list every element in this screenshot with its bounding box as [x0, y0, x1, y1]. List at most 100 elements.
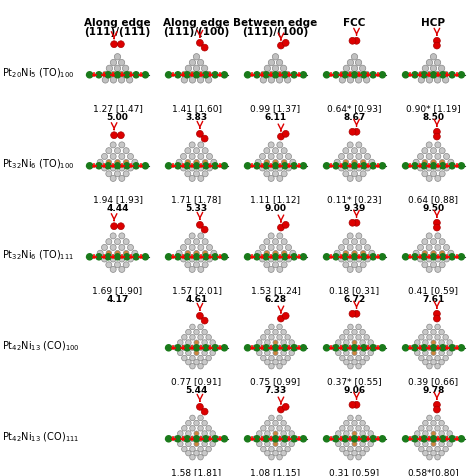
- Circle shape: [190, 455, 195, 460]
- Circle shape: [277, 245, 283, 251]
- Circle shape: [221, 254, 228, 260]
- Circle shape: [206, 356, 211, 361]
- Circle shape: [277, 436, 283, 442]
- Circle shape: [283, 40, 289, 47]
- Circle shape: [360, 171, 366, 178]
- Circle shape: [273, 66, 279, 72]
- Circle shape: [364, 72, 370, 78]
- Circle shape: [282, 436, 288, 442]
- Circle shape: [97, 160, 103, 166]
- Circle shape: [284, 78, 291, 84]
- Circle shape: [198, 455, 203, 460]
- Circle shape: [449, 72, 455, 79]
- Circle shape: [273, 345, 279, 351]
- Circle shape: [290, 251, 296, 257]
- Circle shape: [293, 436, 299, 442]
- Circle shape: [435, 335, 440, 340]
- Text: 8.50: 8.50: [422, 113, 445, 122]
- Circle shape: [87, 72, 93, 79]
- Circle shape: [175, 163, 181, 169]
- Circle shape: [338, 154, 345, 160]
- Circle shape: [427, 455, 432, 460]
- Circle shape: [352, 441, 357, 446]
- Text: 0.58*[0.80]: 0.58*[0.80]: [408, 467, 459, 476]
- Circle shape: [451, 345, 456, 351]
- Text: 1.71 [1.78]: 1.71 [1.78]: [172, 195, 221, 204]
- Circle shape: [435, 426, 440, 431]
- Circle shape: [181, 154, 186, 160]
- Circle shape: [142, 72, 148, 79]
- Circle shape: [189, 78, 196, 84]
- Circle shape: [264, 160, 270, 166]
- Circle shape: [111, 42, 118, 49]
- Circle shape: [435, 257, 441, 262]
- Text: 6.11: 6.11: [264, 113, 287, 122]
- Circle shape: [190, 72, 195, 78]
- Circle shape: [211, 251, 217, 257]
- Circle shape: [361, 163, 367, 169]
- Text: 7.61: 7.61: [422, 294, 445, 303]
- Circle shape: [127, 78, 133, 84]
- Circle shape: [198, 356, 203, 361]
- Circle shape: [119, 143, 125, 149]
- Circle shape: [435, 364, 440, 369]
- Circle shape: [447, 431, 453, 436]
- Circle shape: [291, 254, 297, 260]
- Circle shape: [449, 254, 455, 260]
- Circle shape: [339, 78, 346, 84]
- Text: 4.61: 4.61: [185, 294, 208, 303]
- Circle shape: [435, 446, 440, 452]
- Circle shape: [435, 245, 441, 251]
- Text: 1.69 [1.90]: 1.69 [1.90]: [92, 286, 143, 294]
- Circle shape: [448, 251, 454, 257]
- Circle shape: [339, 345, 345, 351]
- Circle shape: [269, 426, 274, 431]
- Circle shape: [87, 254, 93, 260]
- Circle shape: [347, 72, 353, 78]
- Circle shape: [347, 176, 353, 182]
- Circle shape: [412, 254, 418, 260]
- Circle shape: [360, 149, 366, 154]
- Circle shape: [285, 257, 292, 262]
- Circle shape: [111, 132, 118, 139]
- Circle shape: [444, 154, 449, 160]
- Circle shape: [360, 350, 365, 356]
- Circle shape: [440, 254, 446, 260]
- Circle shape: [439, 340, 444, 346]
- Text: 9.78: 9.78: [422, 385, 445, 394]
- Text: (111)/(111): (111)/(111): [84, 27, 151, 37]
- Circle shape: [273, 329, 278, 335]
- Circle shape: [379, 345, 385, 351]
- Circle shape: [281, 239, 287, 245]
- Circle shape: [202, 441, 207, 447]
- Circle shape: [368, 431, 374, 436]
- Text: 1.94 [1.93]: 1.94 [1.93]: [92, 195, 143, 204]
- Circle shape: [110, 166, 116, 172]
- Circle shape: [212, 254, 218, 260]
- Circle shape: [106, 171, 112, 178]
- Circle shape: [273, 171, 279, 178]
- Circle shape: [210, 441, 216, 447]
- Circle shape: [422, 160, 428, 166]
- Circle shape: [289, 431, 294, 436]
- Circle shape: [443, 335, 448, 340]
- Circle shape: [434, 43, 440, 50]
- Circle shape: [430, 72, 437, 79]
- Circle shape: [282, 345, 288, 351]
- Circle shape: [360, 239, 366, 245]
- Circle shape: [207, 257, 212, 262]
- Circle shape: [352, 431, 357, 436]
- Circle shape: [364, 335, 369, 340]
- Circle shape: [273, 251, 278, 257]
- Circle shape: [184, 163, 190, 169]
- Circle shape: [439, 420, 444, 426]
- Circle shape: [87, 163, 93, 169]
- Circle shape: [114, 254, 120, 260]
- Circle shape: [339, 335, 345, 340]
- Circle shape: [189, 166, 195, 172]
- Text: HCP: HCP: [421, 18, 446, 28]
- Circle shape: [106, 251, 111, 257]
- Text: FCC: FCC: [343, 18, 365, 28]
- Circle shape: [421, 72, 427, 79]
- Circle shape: [435, 166, 441, 172]
